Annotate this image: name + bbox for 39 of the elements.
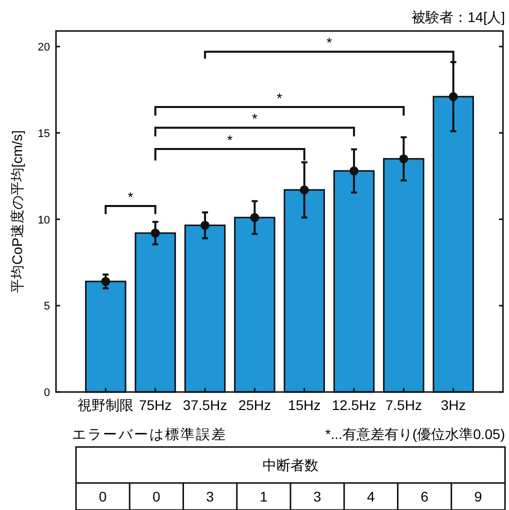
x-tick-label: 視野制限: [78, 397, 134, 413]
annotation: *: [276, 90, 283, 106]
text: エラーバーは標準誤差: [72, 426, 227, 442]
y-tick-label: 0: [44, 387, 50, 399]
x-tick-label: 3Hz: [440, 397, 466, 413]
point: [399, 154, 408, 164]
y-tick-label: 20: [38, 42, 50, 54]
annotation: *: [227, 132, 234, 148]
annotation: *: [252, 110, 258, 127]
annotation: *: [128, 188, 134, 205]
data-label: 3: [313, 488, 322, 504]
x-tick-label: 15Hz: [288, 397, 321, 413]
point: [150, 228, 160, 238]
x-tick-label: 12.5Hz: [332, 397, 376, 413]
x-tick-label: 75Hz: [138, 397, 172, 413]
data-label: 0: [152, 488, 161, 504]
y-tick-label: 10: [38, 214, 50, 226]
data-label: 1: [260, 488, 268, 504]
text: 中断者数: [262, 457, 318, 473]
data-label: 0: [98, 488, 107, 504]
point: [350, 166, 358, 176]
x-tick-label: 25Hz: [238, 397, 272, 413]
y-tick-label: 5: [44, 300, 50, 313]
y-tick-label: 15: [38, 128, 50, 140]
x-tick-label: 37.5Hz: [182, 397, 228, 413]
text: *...有意差有り(優位水準0.05): [325, 426, 505, 442]
point: [200, 220, 210, 230]
annotation: *: [326, 34, 332, 51]
data-label: 6: [420, 488, 429, 504]
data-label: 9: [474, 488, 482, 504]
point: [448, 92, 458, 102]
y-axis-title: 平均CoP速度の平均[cm/s]: [9, 130, 25, 293]
point: [300, 185, 309, 194]
data-label: 3: [206, 488, 214, 504]
point: [250, 213, 260, 222]
point: [101, 276, 110, 286]
x-tick-label: 7.5Hz: [385, 397, 422, 413]
data-label: 4: [367, 488, 376, 504]
text: 被験者：14[人]: [412, 9, 505, 25]
